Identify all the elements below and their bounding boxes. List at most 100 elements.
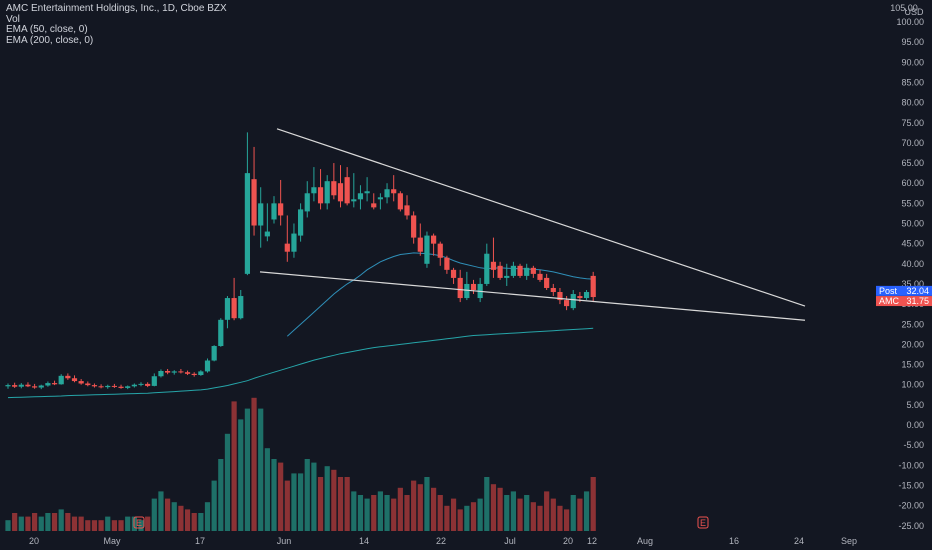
candle-body (118, 386, 124, 388)
volume-bar (238, 419, 244, 531)
ema200-path (7, 327, 594, 399)
candle-body (364, 191, 370, 194)
candle-body (530, 267, 536, 274)
volume-bar (71, 516, 78, 531)
candle-body (417, 237, 423, 252)
volume-bar (371, 495, 377, 531)
price-axis-tick: 15.00 (901, 360, 924, 370)
price-axis-tick: 100.00 (896, 17, 924, 27)
volume-bar (477, 498, 483, 531)
candle-body (344, 177, 350, 204)
volume-bar (251, 397, 257, 531)
volume-indicator-label[interactable]: Vol (6, 13, 20, 25)
upper-trendline (276, 128, 806, 307)
volume-bar (25, 516, 31, 531)
candle-body (284, 243, 290, 252)
candle-body (251, 179, 257, 226)
candle-body (145, 383, 151, 386)
volume-bar (570, 495, 576, 531)
price-axis-tick: 20.00 (901, 339, 924, 349)
candle-body (271, 203, 277, 220)
volume-bar (497, 487, 503, 531)
volume-bar (45, 513, 51, 531)
volume-bar (577, 498, 583, 531)
candle-body (444, 257, 450, 270)
volume-bar (324, 466, 330, 531)
date-axis-tick: 14 (359, 536, 369, 546)
volume-bar (397, 487, 403, 531)
price-axis-tick: 90.00 (901, 57, 924, 67)
candle-body (191, 373, 197, 376)
volume-bar (457, 509, 463, 531)
price-axis-tick: 45.00 (901, 239, 924, 249)
price-axis-tick: 50.00 (901, 219, 924, 229)
price-axis-tick: 85.00 (901, 77, 924, 87)
candle-body (497, 265, 503, 278)
candle-body (58, 375, 64, 385)
volume-bar (331, 469, 337, 531)
volume-bar (178, 505, 184, 531)
date-axis-tick: 20 (29, 536, 39, 546)
candle-body (397, 193, 403, 210)
ema200-indicator-label[interactable]: EMA (200, close, 0) (6, 34, 94, 46)
candle-body (304, 193, 310, 212)
price-axis-tick: 60.00 (901, 178, 924, 188)
chart-legend: AMC Entertainment Holdings, Inc., 1D, Cb… (6, 3, 227, 46)
candle-body (5, 385, 11, 387)
candle-body (577, 296, 583, 299)
volume-bar (145, 516, 151, 531)
volume-bar (191, 513, 197, 531)
price-axis-tick: 35.00 (901, 279, 924, 289)
symbol-title[interactable]: AMC Entertainment Holdings, Inc., 1D, Cb… (6, 3, 227, 14)
volume-bar (431, 487, 437, 531)
candle-body (317, 187, 324, 204)
volume-bar (204, 502, 211, 531)
candle-body (557, 292, 563, 301)
candle-body (12, 385, 18, 387)
candle-body (131, 384, 137, 387)
volume-bar (590, 477, 596, 531)
volume-bar (158, 491, 164, 531)
volume-bar (530, 502, 536, 531)
post-market-badge (876, 285, 932, 296)
ema50-indicator-label[interactable]: EMA (50, close, 0) (6, 24, 88, 35)
volume-bar (78, 516, 84, 531)
volume-bar (85, 520, 91, 531)
price-axis-tick: -5.00 (903, 440, 924, 450)
price-axis-tick: 80.00 (901, 98, 924, 108)
candle-body (38, 385, 44, 388)
volume-bar (98, 520, 104, 531)
volume-bar (198, 513, 204, 531)
volume-bar (317, 477, 324, 531)
date-axis-tick: Sep (841, 536, 857, 546)
candle-body (278, 203, 284, 216)
candle-body (550, 287, 556, 293)
price-axis-currency: USD (904, 7, 924, 17)
candle-body (564, 300, 570, 307)
volume-bar (384, 495, 390, 531)
candle-body (324, 181, 330, 204)
volume-bar (544, 491, 550, 531)
price-axis-tick: 65.00 (901, 158, 924, 168)
earnings-marker-icon (133, 516, 145, 529)
candle-body (583, 292, 590, 299)
volume-bar (437, 495, 443, 531)
earnings-marker-label: E (136, 518, 142, 528)
volume-bar (278, 462, 284, 531)
candle-body (32, 386, 38, 388)
volume-bar (298, 473, 304, 531)
price-axis-tick: -10.00 (898, 460, 924, 470)
date-axis-tick: 17 (195, 536, 205, 546)
candle-body (510, 265, 516, 276)
volume-bar (171, 502, 177, 531)
candle-body (544, 277, 550, 288)
volume-bar (264, 448, 270, 531)
date-axis-tick: 12 (587, 536, 597, 546)
volume-bar (490, 484, 497, 531)
price-axis-top-partial-label: 105.00 (890, 3, 918, 13)
candle-body (18, 384, 24, 387)
ema200-line (7, 327, 594, 399)
volume-bar (211, 480, 217, 531)
price-axis-tick: 75.00 (901, 118, 924, 128)
